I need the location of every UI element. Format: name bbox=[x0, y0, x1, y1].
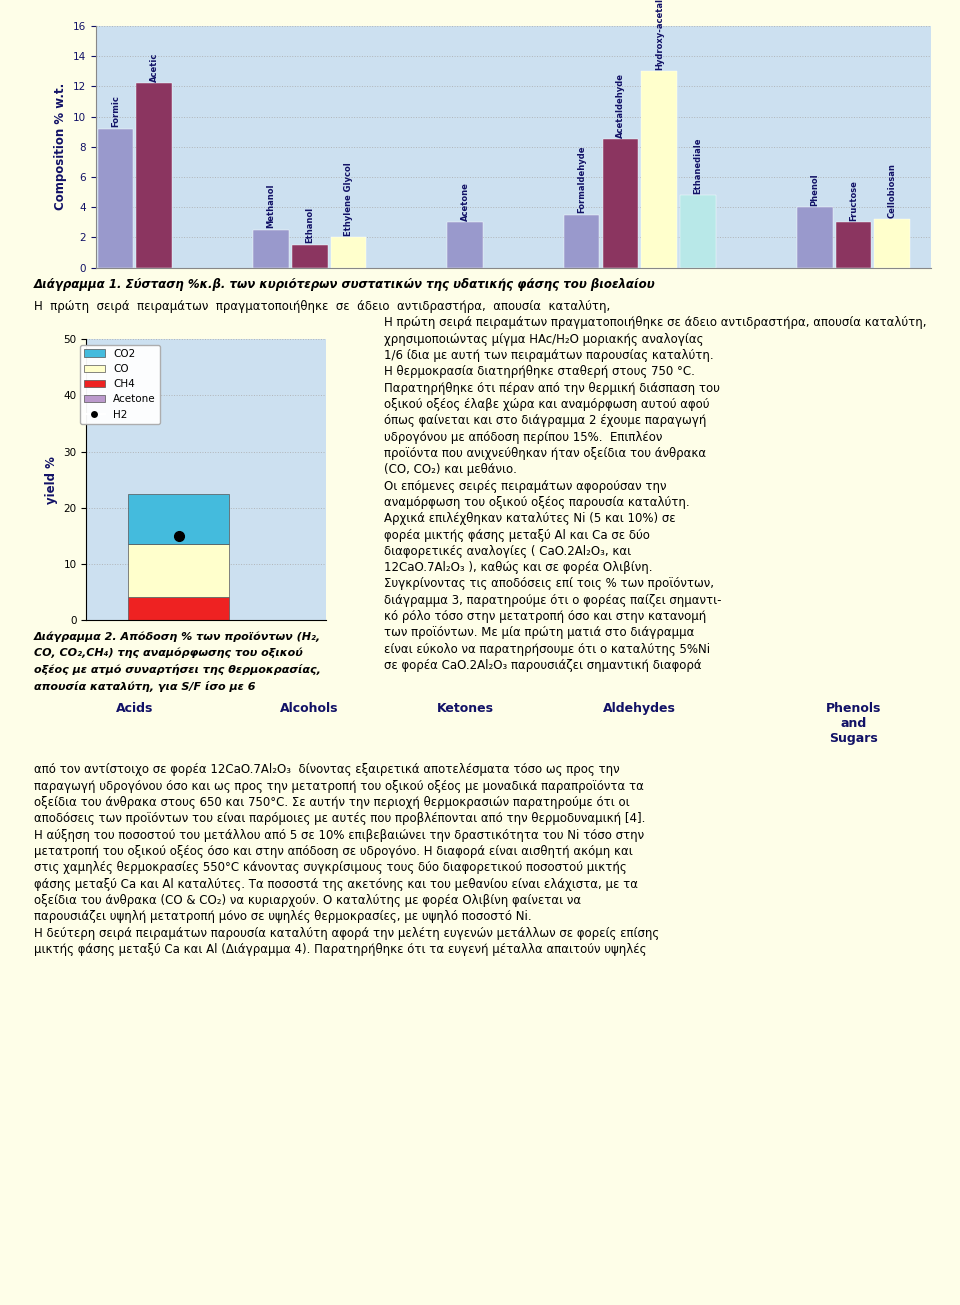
Text: των προϊόντων. Με μία πρώτη ματιά στο διάγραμμα: των προϊόντων. Με μία πρώτη ματιά στο δι… bbox=[384, 626, 694, 639]
Text: (CO, CO₂) και μεθάνιο.: (CO, CO₂) και μεθάνιο. bbox=[384, 463, 516, 476]
Text: φορέα μικτής φάσης μεταξύ Al και Ca σε δύο: φορέα μικτής φάσης μεταξύ Al και Ca σε δ… bbox=[384, 529, 650, 542]
Text: Phenol: Phenol bbox=[810, 174, 819, 206]
Text: οξέος με ατμό συναρτήσει της θερμοκρασίας,: οξέος με ατμό συναρτήσει της θερμοκρασία… bbox=[34, 664, 321, 675]
Text: CO, CO₂,CH₄) της αναμόρφωσης του οξικού: CO, CO₂,CH₄) της αναμόρφωσης του οξικού bbox=[34, 647, 302, 659]
Text: Cellobiosan: Cellobiosan bbox=[888, 163, 897, 218]
Text: Fructose: Fructose bbox=[849, 180, 858, 221]
Text: Η δεύτερη σειρά πειραμάτων παρουσία καταλύτη αφορά την μελέτη ευγενών μετάλλων σ: Η δεύτερη σειρά πειραμάτων παρουσία κατα… bbox=[34, 927, 659, 940]
Bar bbox=[681, 194, 716, 268]
Text: διάγραμμα 3, παρατηρούμε ότι ο φορέας παίζει σημαντι-: διάγραμμα 3, παρατηρούμε ότι ο φορέας πα… bbox=[384, 594, 722, 607]
Bar bbox=[292, 245, 327, 268]
Text: σε φορέα CaO.2Al₂O₃ παρουσιάζει σημαντική διαφορά: σε φορέα CaO.2Al₂O₃ παρουσιάζει σημαντικ… bbox=[384, 659, 702, 672]
Bar bbox=[252, 230, 289, 268]
Text: παραγωγή υδρογόνου όσο και ως προς την μετατροπή του οξικού οξέος με μοναδικά πα: παραγωγή υδρογόνου όσο και ως προς την μ… bbox=[34, 780, 643, 792]
Text: υδρογόνου με απόδοση περίπου 15%.  Επιπλέον: υδρογόνου με απόδοση περίπου 15%. Επιπλέ… bbox=[384, 431, 662, 444]
Bar bbox=[875, 219, 910, 268]
Y-axis label: Composition % w.t.: Composition % w.t. bbox=[55, 84, 67, 210]
Bar bbox=[641, 72, 677, 268]
Text: στις χαμηλές θερμοκρασίες 550°C κάνοντας συγκρίσιμους τους δύο διαφορετικού ποσο: στις χαμηλές θερμοκρασίες 550°C κάνοντας… bbox=[34, 861, 626, 874]
Bar bbox=[128, 544, 229, 598]
Text: Αρχικά επιλέχθηκαν καταλύτες Ni (5 και 10%) σε: Αρχικά επιλέχθηκαν καταλύτες Ni (5 και 1… bbox=[384, 512, 676, 525]
Text: Παρατηρήθηκε ότι πέραν από την θερμική διάσπαση του: Παρατηρήθηκε ότι πέραν από την θερμική δ… bbox=[384, 381, 720, 394]
Text: Formaldehyde: Formaldehyde bbox=[577, 146, 587, 213]
Text: Η  πρώτη  σειρά  πειραμάτων  πραγματοποιήθηκε  σε  άδειο  αντιδραστήρα,  απουσία: Η πρώτη σειρά πειραμάτων πραγματοποιήθηκ… bbox=[34, 300, 610, 313]
Text: Η θερμοκρασία διατηρήθηκε σταθερή στους 750 °C.: Η θερμοκρασία διατηρήθηκε σταθερή στους … bbox=[384, 365, 695, 378]
Text: Aldehydes: Aldehydes bbox=[604, 702, 676, 715]
Text: Acetic: Acetic bbox=[150, 52, 158, 82]
Text: Ethylene Glycol: Ethylene Glycol bbox=[344, 162, 353, 236]
Text: Acids: Acids bbox=[116, 702, 154, 715]
Bar bbox=[128, 493, 229, 544]
Text: Διάγραμμα 1. Σύσταση %κ.β. των κυριότερων συστατικών της υδατικής φάσης του βιοε: Διάγραμμα 1. Σύσταση %κ.β. των κυριότερω… bbox=[34, 278, 656, 291]
Text: Phenols
and
Sugars: Phenols and Sugars bbox=[826, 702, 881, 745]
Y-axis label: yield %: yield % bbox=[45, 455, 58, 504]
Text: Ketones: Ketones bbox=[437, 702, 493, 715]
Text: Alcohols: Alcohols bbox=[280, 702, 339, 715]
Text: προϊόντα που ανιχνεύθηκαν ήταν οξείδια του άνθρακα: προϊόντα που ανιχνεύθηκαν ήταν οξείδια τ… bbox=[384, 446, 707, 459]
Text: Η πρώτη σειρά πειραμάτων πραγματοποιήθηκε σε άδειο αντιδραστήρα, απουσία καταλύτ: Η πρώτη σειρά πειραμάτων πραγματοποιήθηκ… bbox=[384, 316, 926, 329]
Bar bbox=[128, 598, 229, 620]
Bar bbox=[98, 129, 133, 268]
Text: Συγκρίνοντας τις αποδόσεις επί τοις % των προϊόντων,: Συγκρίνοντας τις αποδόσεις επί τοις % τω… bbox=[384, 577, 714, 590]
Text: Formic: Formic bbox=[111, 95, 120, 127]
Text: Acetone: Acetone bbox=[461, 181, 469, 221]
Text: αναμόρφωση του οξικού οξέος παρουσία καταλύτη.: αναμόρφωση του οξικού οξέος παρουσία κατ… bbox=[384, 496, 689, 509]
Text: φάσης μεταξύ Ca και Al καταλύτες. Τα ποσοστά της ακετόνης και του μεθανίου είναι: φάσης μεταξύ Ca και Al καταλύτες. Τα ποσ… bbox=[34, 878, 637, 890]
Bar bbox=[603, 140, 638, 268]
Text: Οι επόμενες σειρές πειραμάτων αφορούσαν την: Οι επόμενες σειρές πειραμάτων αφορούσαν … bbox=[384, 479, 666, 492]
Text: κό ρόλο τόσο στην μετατροπή όσο και στην κατανομή: κό ρόλο τόσο στην μετατροπή όσο και στην… bbox=[384, 609, 707, 622]
Text: απουσία καταλύτη, για S/F ίσο με 6: απουσία καταλύτη, για S/F ίσο με 6 bbox=[34, 681, 255, 692]
Text: Ethanol: Ethanol bbox=[305, 207, 314, 243]
Text: χρησιμοποιώντας μίγμα HAc/H₂O μοριακής αναλογίας: χρησιμοποιώντας μίγμα HAc/H₂O μοριακής α… bbox=[384, 333, 704, 346]
Text: Διάγραμμα 2. Απόδοση % των προϊόντων (H₂,: Διάγραμμα 2. Απόδοση % των προϊόντων (H₂… bbox=[34, 632, 321, 642]
Text: μικτής φάσης μεταξύ Ca και Al (Διάγραμμα 4). Παρατηρήθηκε ότι τα ευγενή μέταλλα : μικτής φάσης μεταξύ Ca και Al (Διάγραμμα… bbox=[34, 942, 646, 955]
Bar bbox=[330, 238, 367, 268]
Text: Hydroxy-acetaldehyde: Hydroxy-acetaldehyde bbox=[655, 0, 663, 70]
Text: 12CaO.7Al₂O₃ ), καθώς και σε φορέα Ολιβίνη.: 12CaO.7Al₂O₃ ), καθώς και σε φορέα Ολιβί… bbox=[384, 561, 653, 574]
Bar bbox=[797, 207, 832, 268]
Legend: CO2, CO, CH4, Acetone, H2: CO2, CO, CH4, Acetone, H2 bbox=[80, 345, 159, 424]
Text: είναι εύκολο να παρατηρήσουμε ότι ο καταλύτης 5%Ni: είναι εύκολο να παρατηρήσουμε ότι ο κατα… bbox=[384, 642, 710, 655]
Text: Methanol: Methanol bbox=[266, 184, 276, 228]
Bar bbox=[835, 222, 872, 268]
Bar bbox=[447, 222, 483, 268]
Text: μετατροπή του οξικού οξέος όσο και στην απόδοση σε υδρογόνο. Η διαφορά είναι αισ: μετατροπή του οξικού οξέος όσο και στην … bbox=[34, 846, 633, 857]
Bar bbox=[564, 215, 599, 268]
Bar bbox=[136, 84, 172, 268]
Text: 1/6 ίδια με αυτή των πειραμάτων παρουσίας καταλύτη.: 1/6 ίδια με αυτή των πειραμάτων παρουσία… bbox=[384, 348, 713, 361]
Text: Η αύξηση του ποσοστού του μετάλλου από 5 σε 10% επιβεβαιώνει την δραστικότητα το: Η αύξηση του ποσοστού του μετάλλου από 5… bbox=[34, 829, 644, 842]
Text: από τον αντίστοιχο σε φορέα 12CaO.7Al₂O₃  δίνοντας εξαιρετικά αποτελέσματα τόσο : από τον αντίστοιχο σε φορέα 12CaO.7Al₂O₃… bbox=[34, 763, 619, 776]
Text: οξείδια του άνθρακα (CO & CO₂) να κυριαρχούν. Ο καταλύτης με φορέα Ολιβίνη φαίνε: οξείδια του άνθρακα (CO & CO₂) να κυριαρ… bbox=[34, 894, 581, 907]
Text: όπως φαίνεται και στο διάγραμμα 2 έχουμε παραγωγή: όπως φαίνεται και στο διάγραμμα 2 έχουμε… bbox=[384, 414, 707, 427]
Text: οξείδια του άνθρακα στους 650 και 750°C. Σε αυτήν την περιοχή θερμοκρασιών παρατ: οξείδια του άνθρακα στους 650 και 750°C.… bbox=[34, 796, 629, 809]
Text: Ethanediale: Ethanediale bbox=[694, 137, 703, 193]
Text: διαφορετικές αναλογίες ( CaO.2Al₂O₃, και: διαφορετικές αναλογίες ( CaO.2Al₂O₃, και bbox=[384, 545, 631, 557]
Text: Acetaldehyde: Acetaldehyde bbox=[616, 73, 625, 138]
Text: οξικού οξέος έλαβε χώρα και αναμόρφωση αυτού αφού: οξικού οξέος έλαβε χώρα και αναμόρφωση α… bbox=[384, 398, 709, 411]
Text: παρουσιάζει υψηλή μετατροπή μόνο σε υψηλές θερμοκρασίες, με υψηλό ποσοστό Ni.: παρουσιάζει υψηλή μετατροπή μόνο σε υψηλ… bbox=[34, 911, 531, 923]
Text: αποδόσεις των προϊόντων του είναι παρόμοιες με αυτές που προβλέπονται από την θε: αποδόσεις των προϊόντων του είναι παρόμο… bbox=[34, 812, 645, 825]
